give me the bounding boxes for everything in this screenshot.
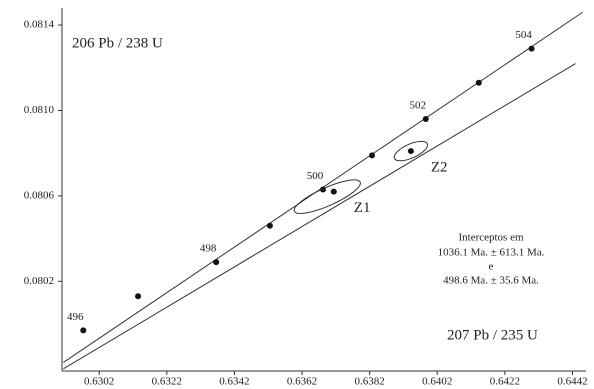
data-point xyxy=(369,152,376,159)
data-point xyxy=(330,188,337,195)
data-point xyxy=(528,45,535,52)
curve-line xyxy=(63,63,576,370)
annotation: Interceptos em xyxy=(458,232,523,244)
data-point xyxy=(135,293,142,300)
annotation: 1036.1 Ma. ± 613.1 Ma. xyxy=(438,247,545,259)
point-label: 500 xyxy=(307,170,324,182)
data-point xyxy=(407,148,414,155)
x-tick-label: 0.6322 xyxy=(152,376,182,388)
data-point xyxy=(213,259,220,266)
error-ellipse xyxy=(393,140,429,162)
y-tick-label: 0.0806 xyxy=(24,189,55,201)
point-label: 504 xyxy=(515,29,532,41)
x-tick-label: 0.6402 xyxy=(422,376,452,388)
annotation: e xyxy=(489,261,494,273)
y-tick-label: 0.0814 xyxy=(24,19,55,31)
x-tick-label: 0.6342 xyxy=(219,376,249,388)
x-axis-title: 207 Pb / 235 U xyxy=(447,327,538,343)
data-point xyxy=(80,327,87,334)
point-label: 496 xyxy=(67,311,84,323)
y-tick-label: 0.0802 xyxy=(24,275,54,287)
data-point xyxy=(266,222,273,229)
x-tick-label: 0.6382 xyxy=(355,376,385,388)
y-axis-title: 206 Pb / 238 U xyxy=(72,35,163,51)
error-ellipse xyxy=(293,179,361,215)
data-point xyxy=(475,79,482,86)
y-tick-label: 0.0810 xyxy=(24,104,55,116)
point-label: 498 xyxy=(200,243,217,255)
x-tick-label: 0.6362 xyxy=(287,376,317,388)
x-tick-label: 0.6422 xyxy=(490,376,520,388)
annotation: 498.6 Ma. ± 35.6 Ma. xyxy=(443,275,539,287)
x-tick-label: 0.6302 xyxy=(84,376,114,388)
point-label: 502 xyxy=(410,100,427,112)
zone-label: Z1 xyxy=(354,200,371,216)
zone-label: Z2 xyxy=(431,160,448,176)
data-point xyxy=(422,116,429,123)
x-tick-label: 0.6442 xyxy=(557,376,587,388)
